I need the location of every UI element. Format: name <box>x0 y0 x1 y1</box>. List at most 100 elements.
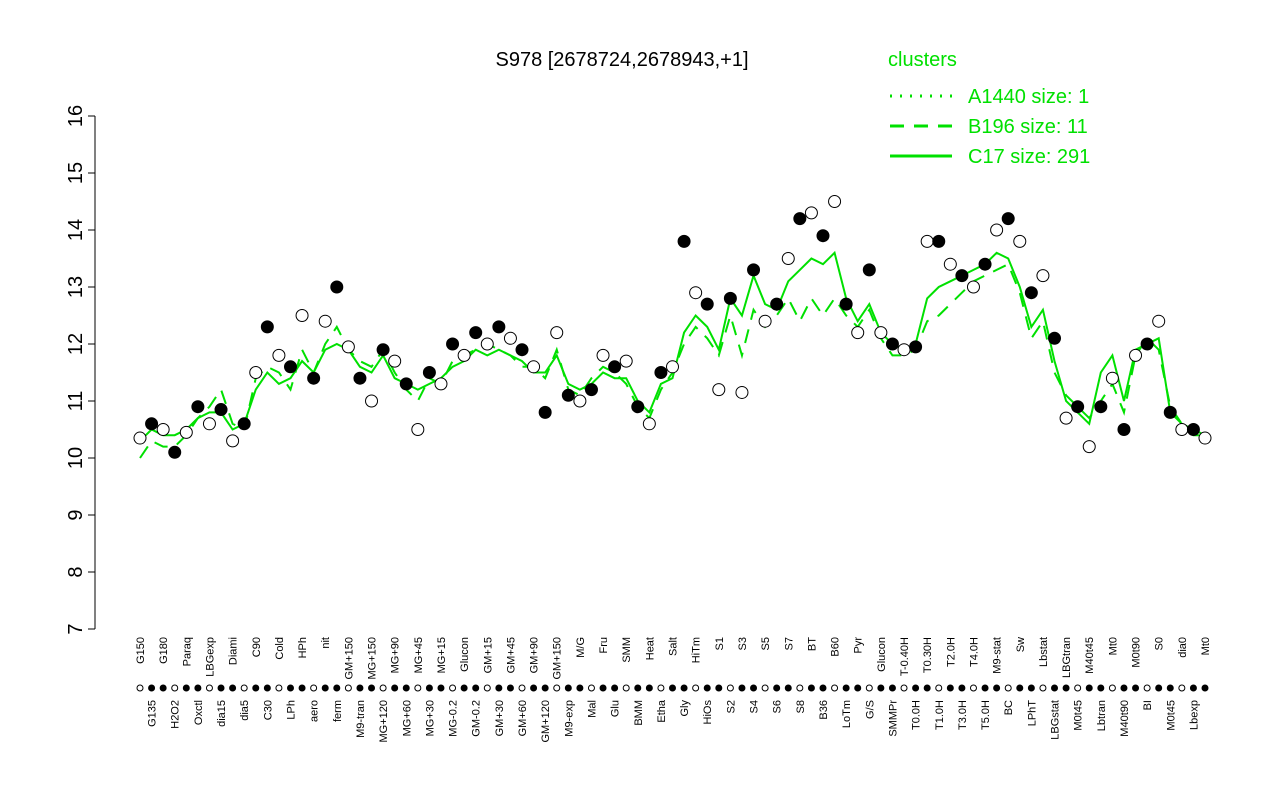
rug-dot <box>1085 684 1093 692</box>
x-tick-label: SMMPr <box>887 700 899 737</box>
x-tick-label: GM+150 <box>552 637 564 680</box>
rug-dot <box>182 684 190 692</box>
x-tick-label: dia0 <box>1177 637 1189 658</box>
point <box>885 337 899 351</box>
point <box>758 314 772 328</box>
y-tick-label: 10 <box>65 447 87 469</box>
point <box>1152 314 1166 328</box>
x-tick-label: S0 <box>1154 637 1166 650</box>
rug-dot <box>333 684 341 692</box>
point <box>307 371 321 385</box>
point <box>1186 423 1200 436</box>
x-tick-label: GM+45 <box>505 637 517 673</box>
point <box>237 417 251 431</box>
point <box>966 280 980 294</box>
rug-dot <box>344 684 352 692</box>
point <box>955 269 969 283</box>
x-tick-label: dia15 <box>216 700 228 727</box>
rug-dot <box>981 684 989 692</box>
point <box>191 400 205 414</box>
chart-title: S978 [2678724,2678943,+1] <box>495 49 748 71</box>
rug-dot <box>194 684 202 692</box>
x-tick-label: T4.0H <box>968 637 980 667</box>
legend-title: clusters <box>888 49 957 71</box>
point <box>260 320 274 334</box>
rug-dot <box>1074 684 1082 692</box>
point <box>874 326 888 340</box>
point <box>1129 348 1143 362</box>
rug-dot <box>900 684 908 692</box>
point <box>654 366 668 379</box>
x-tick-label: G150 <box>135 637 147 664</box>
rug-dot <box>703 684 711 692</box>
point <box>608 360 622 374</box>
rug-dot <box>1108 684 1116 692</box>
point <box>1082 440 1096 454</box>
rug-dot <box>564 684 572 692</box>
point <box>550 326 564 340</box>
rug-dot <box>726 684 734 692</box>
rug-dot <box>831 684 839 692</box>
point <box>1163 405 1177 419</box>
point <box>712 383 726 397</box>
rug-dot <box>275 684 283 692</box>
rug-dot <box>368 684 376 692</box>
point <box>642 417 656 431</box>
rug-dot <box>1016 684 1024 692</box>
point <box>1117 423 1131 436</box>
point <box>527 360 541 374</box>
y-tick-label: 12 <box>65 333 87 355</box>
rug-dot <box>912 684 920 692</box>
point <box>1059 411 1073 425</box>
point <box>283 360 297 374</box>
rug-dot <box>1004 684 1012 692</box>
x-tick-label: G135 <box>147 700 159 727</box>
point <box>561 388 575 402</box>
cluster-line <box>139 250 1206 442</box>
x-tick-label: LBGstat <box>1050 700 1062 740</box>
x-tick-label: S8 <box>795 700 807 713</box>
rug-dot <box>1039 684 1047 692</box>
x-tick-label: B60 <box>830 637 842 657</box>
x-tick-label: M40t90 <box>1119 700 1131 737</box>
x-tick-label: Lbexp <box>1188 700 1200 730</box>
x-tick-label: M9-stat <box>992 637 1004 674</box>
x-tick-label: M9-exp <box>563 700 575 737</box>
x-tick-label: S2 <box>725 700 737 713</box>
rug-dot <box>865 684 873 692</box>
rug-dot <box>402 684 410 692</box>
x-tick-label: T1.0H <box>934 700 946 730</box>
point <box>179 425 193 439</box>
point <box>226 434 240 448</box>
point <box>515 343 529 357</box>
point <box>214 403 228 417</box>
rug-dot <box>1051 684 1059 692</box>
x-tick-label: Glucon <box>459 637 471 672</box>
point <box>1094 400 1108 414</box>
point <box>1071 400 1085 414</box>
x-tick-label: GM+15 <box>482 637 494 673</box>
x-tick-label: Mt0 <box>1200 637 1212 655</box>
point <box>920 234 934 248</box>
x-tick-label: M9-tran <box>355 700 367 738</box>
x-tick-label: Mal <box>586 700 598 718</box>
point <box>434 377 448 391</box>
x-tick-label: MG+30 <box>424 700 436 736</box>
x-tick-label: GM+60 <box>517 700 529 736</box>
rug-dot <box>1201 684 1209 692</box>
x-tick-label: MG+60 <box>401 700 413 736</box>
point <box>133 431 147 445</box>
rug-dot <box>958 684 966 692</box>
y-tick-label: 8 <box>65 566 87 577</box>
rug-dot <box>750 684 758 692</box>
x-tick-label: T5.0H <box>980 700 992 730</box>
rug-dot <box>969 684 977 692</box>
rug-dot <box>1178 684 1186 692</box>
point <box>168 445 182 459</box>
rug-dot <box>437 684 445 692</box>
x-tick-label: H2O2 <box>170 700 182 729</box>
point <box>943 257 957 271</box>
point <box>538 405 552 419</box>
point <box>388 354 402 368</box>
point <box>318 314 332 328</box>
